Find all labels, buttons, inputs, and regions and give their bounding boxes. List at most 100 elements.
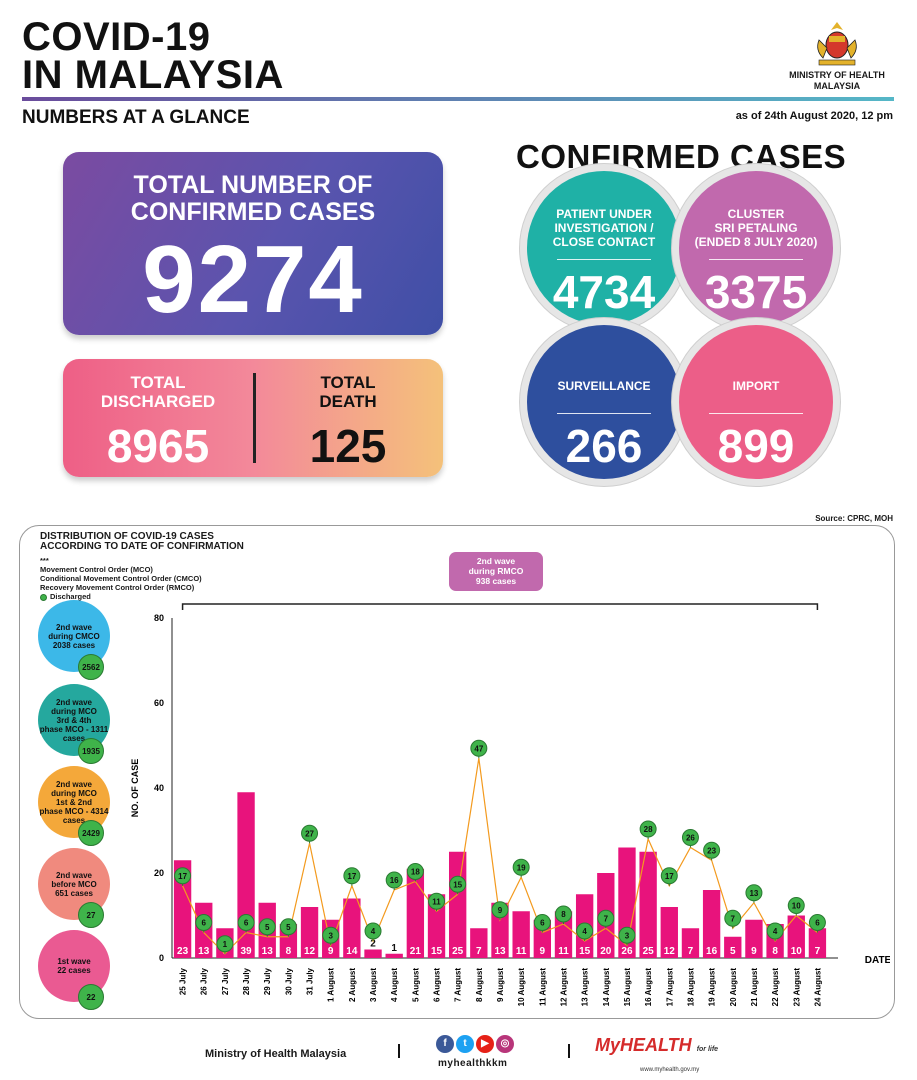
discharged-point [618, 926, 636, 944]
bar-value-label: 15 [579, 946, 591, 957]
social-handle: myhealthkkm [438, 1058, 508, 1069]
discharged-value-label: 27 [305, 829, 314, 838]
bar [470, 928, 488, 958]
bar-value-label: 25 [643, 946, 655, 957]
bar-value-label: 25 [452, 946, 464, 957]
x-tick-label: 18 August [686, 968, 695, 1007]
instagram-icon[interactable]: ◎ [496, 1035, 514, 1053]
rmco-bracket [181, 603, 819, 610]
discharged-value-label: 6 [815, 919, 820, 928]
wave-label-line: 2nd wave [55, 779, 92, 789]
wave-label-line: 651 cases [55, 888, 93, 898]
discharged-value-label: 6 [540, 919, 545, 928]
as-of-date: as of 24th August 2020, 12 pm [735, 110, 893, 122]
x-tick-label: 15 August [623, 968, 632, 1007]
rmco-line2: during RMCO [468, 566, 524, 576]
bar [300, 907, 319, 958]
y-tick-label: 80 [154, 613, 164, 623]
discharged-point [385, 871, 403, 889]
import-label: IMPORT [732, 379, 780, 393]
legend-mco: Movement Control Order (MCO) [40, 565, 153, 574]
wave-label-line: during CMCO [48, 631, 100, 641]
myhealth-tag: for life [696, 1046, 719, 1053]
rmco-line3: 938 cases [475, 576, 517, 586]
discharged-value-label: 26 [686, 834, 695, 843]
wave-count-badge: 1935 [78, 738, 104, 764]
x-tick-label: 31 July [306, 967, 315, 995]
discharged-value-label: 6 [202, 919, 207, 928]
discharged-value-label: 18 [411, 868, 420, 877]
footer-ministry: Ministry of Health Malaysia [205, 1048, 347, 1060]
discharged-point [660, 867, 678, 885]
bar [406, 868, 425, 958]
circle-divider [557, 259, 651, 260]
discharged-value-label: 15 [453, 880, 462, 889]
bar [173, 860, 192, 958]
facebook-icon[interactable]: f [436, 1035, 454, 1053]
x-tick-label: 13 August [581, 968, 590, 1007]
pui-close-contact-label: PATIENT UNDER INVESTIGATION / CLOSE CONT… [535, 207, 673, 249]
total-death-label-line1: TOTAL [320, 373, 376, 392]
cluster-label-line1: CLUSTER [727, 207, 785, 221]
wave-count-badge: 27 [78, 902, 104, 928]
bar [427, 894, 446, 958]
x-tick-label: 23 August [792, 968, 801, 1007]
x-tick-label: 9 August [496, 968, 505, 1002]
bar [660, 907, 678, 958]
discharged-point [639, 820, 657, 838]
wave-label-line: 2nd wave [55, 622, 92, 632]
discharged-point [787, 897, 805, 914]
legend-discharged: Discharged [50, 592, 91, 601]
bar-value-label: 26 [621, 946, 633, 957]
total-discharged-label-line2: DISCHARGED [100, 392, 216, 411]
total-confirmed-label: TOTAL NUMBER OF CONFIRMED CASES [63, 172, 443, 226]
discharged-value-label: 19 [517, 863, 526, 872]
discharged-point [237, 914, 255, 931]
surveillance-circle: SURVEILLANCE 266 [520, 318, 688, 486]
bar-value-label: 9 [540, 946, 546, 957]
x-tick-label: 26 July [200, 967, 209, 995]
total-discharged-label-line1: TOTAL [130, 373, 186, 392]
bar-value-label: 13 [198, 946, 210, 957]
source-note: Source: CPRC, MOH [815, 514, 893, 523]
surveillance-value: 266 [565, 420, 643, 472]
discharged-point [216, 935, 234, 953]
bar-value-label: 11 [516, 946, 527, 957]
x-tick-label: 16 August [644, 968, 653, 1007]
bar [808, 928, 827, 958]
bar-value-label: 9 [328, 946, 334, 957]
bar-value-label: 12 [304, 946, 316, 957]
youtube-icon[interactable]: ▶ [476, 1035, 494, 1053]
discharged-point [364, 922, 382, 940]
wave-label: 2nd wave during MCO 1st & 2nd phase MCO - 4… [38, 780, 110, 825]
x-tick-label: 7 August [454, 968, 463, 1002]
pui-label-line1: PATIENT UNDER [556, 207, 652, 221]
discharged-point [703, 841, 721, 859]
bar [681, 928, 700, 958]
cluster-sri-petaling-label: CLUSTER SRI PETALING (ENDED 8 JULY 2020) [687, 207, 825, 249]
discharged-point [533, 914, 551, 931]
circle-divider [709, 413, 803, 414]
bar-value-label: 10 [791, 946, 803, 957]
discharged-point [343, 867, 361, 885]
wave-label-line: during MCO [51, 706, 97, 716]
title-line2: IN MALAYSIA [22, 53, 284, 97]
bar-value-label: 23 [177, 946, 189, 957]
wave-label-line: 3rd & 4th [56, 715, 92, 725]
x-tick-label: 19 August [708, 968, 717, 1007]
total-discharged-label: TOTAL DISCHARGED [73, 373, 243, 411]
circle-divider [557, 413, 651, 414]
total-death-label-line2: DEATH [319, 392, 377, 411]
discharged-value-label: 3 [328, 931, 333, 940]
ministry-line1: MINISTRY OF HEALTH [789, 70, 885, 80]
discharged-point [470, 739, 488, 757]
bar [449, 851, 467, 958]
page-title: COVID-19 IN MALAYSIA [22, 17, 284, 97]
bar-value-label: 5 [730, 946, 736, 957]
chart-legend: *** Movement Control Order (MCO) Conditi… [40, 556, 202, 601]
total-death-label: TOTAL DEATH [263, 373, 433, 411]
twitter-icon[interactable]: t [456, 1035, 474, 1053]
x-tick-label: 21 August [750, 968, 759, 1007]
social-icons: f t ▶ ◎ [436, 1033, 516, 1053]
discharged-point [512, 858, 530, 876]
